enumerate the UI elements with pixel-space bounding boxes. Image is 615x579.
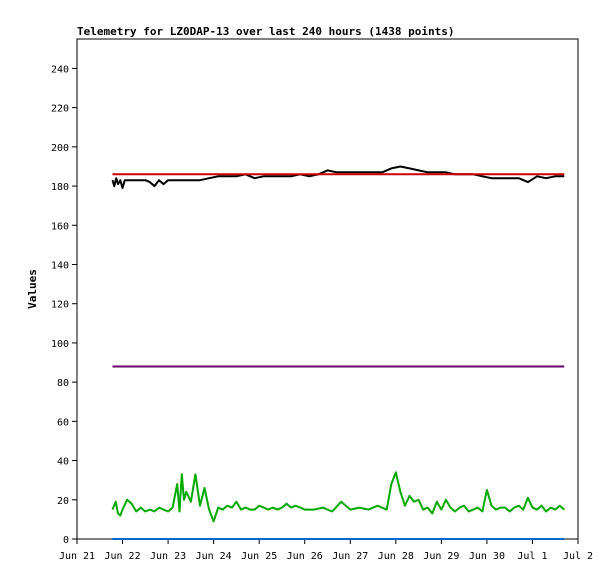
y-tick-label: 20 xyxy=(57,496,69,507)
y-axis: 0 20 40 60 80 100 120 140 160 180 200 220 240 xyxy=(51,64,77,546)
x-tick-label: Jun 27 xyxy=(332,551,368,562)
x-tick-label: Jun 30 xyxy=(469,551,505,562)
y-tick-label: 60 xyxy=(57,417,69,428)
x-tick-label: Jun 24 xyxy=(196,551,232,562)
plot-area xyxy=(76,38,579,540)
y-tick-label: 0 xyxy=(63,535,69,546)
y-axis-label: Values xyxy=(26,269,39,309)
series-black-line xyxy=(111,165,565,189)
y-tick-label: 80 xyxy=(57,378,69,389)
x-tick-label: Jul 2 xyxy=(563,551,593,562)
y-tick-label: 40 xyxy=(57,457,69,468)
x-tick-label: Jun 22 xyxy=(104,551,140,562)
x-tick-label: Jun 21 xyxy=(59,551,95,562)
y-tick-label: 220 xyxy=(51,104,69,115)
series-green-line xyxy=(111,471,565,523)
x-tick-label: Jun 25 xyxy=(241,551,277,562)
y-tick-label: 240 xyxy=(51,64,69,75)
x-tick-label: Jun 23 xyxy=(150,551,186,562)
y-tick-label: 180 xyxy=(51,182,69,193)
x-tick-label: Jul 1 xyxy=(517,551,547,562)
chart-title: Telemetry for LZ0DAP-13 over last 240 ho… xyxy=(77,25,455,38)
y-tick-label: 200 xyxy=(51,143,69,154)
x-tick-label: Jun 26 xyxy=(287,551,323,562)
series-layer xyxy=(111,165,565,540)
x-tick-label: Jun 28 xyxy=(378,551,414,562)
y-tick-label: 100 xyxy=(51,339,69,350)
y-tick-label: 120 xyxy=(51,300,69,311)
x-tick-label: Jun 29 xyxy=(423,551,459,562)
x-axis: Jun 21 Jun 22 Jun 23 Jun 24 Jun 25 Jun 26 Jun … xyxy=(59,539,593,562)
y-tick-label: 140 xyxy=(51,260,69,271)
y-tick-label: 160 xyxy=(51,221,69,232)
